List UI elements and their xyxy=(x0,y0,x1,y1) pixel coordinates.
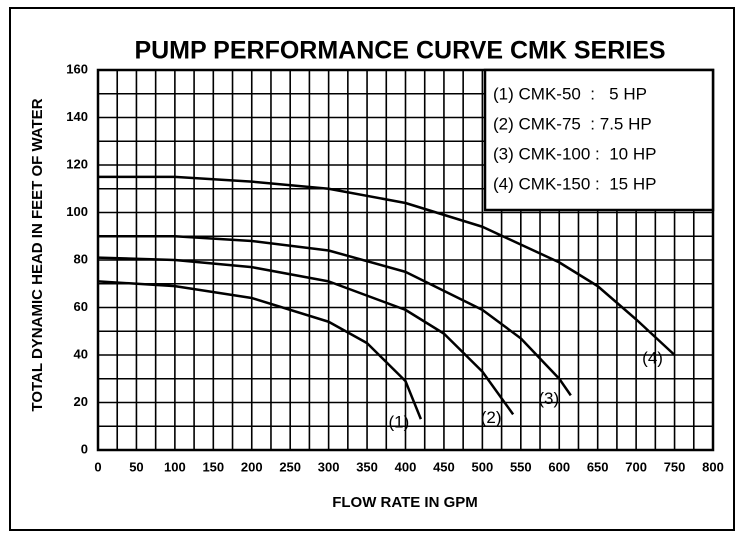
x-tick-label: 550 xyxy=(510,459,532,474)
y-axis-label: TOTAL DYNAMIC HEAD IN FEET OF WATER xyxy=(29,98,46,411)
curve xyxy=(97,280,423,420)
x-tick-label: 600 xyxy=(548,459,570,474)
y-tick-label: 0 xyxy=(81,441,88,456)
x-tick-label: 250 xyxy=(279,459,301,474)
curve-label: (2) xyxy=(481,408,502,427)
x-tick-label: 100 xyxy=(164,459,186,474)
x-tick-label: 300 xyxy=(318,459,340,474)
y-tick-label: 20 xyxy=(74,394,88,409)
curve-label: (4) xyxy=(642,348,663,367)
plot-border xyxy=(96,68,715,452)
x-tick-label: 800 xyxy=(702,459,724,474)
x-tick-label: 0 xyxy=(94,459,101,474)
x-tick-label: 650 xyxy=(587,459,609,474)
x-axis-label: FLOW RATE IN GPM xyxy=(332,494,478,511)
legend-entry: (4) CMK-150 : 15 HP xyxy=(493,174,656,193)
x-tick-label: 700 xyxy=(625,459,647,474)
y-tick-label: 80 xyxy=(74,251,88,266)
chart-title: PUMP PERFORMANCE CURVE CMK SERIES xyxy=(134,37,665,65)
curve-label: (3) xyxy=(538,389,559,408)
x-tick-label: 500 xyxy=(472,459,494,474)
curve xyxy=(98,175,676,356)
y-tick-label: 40 xyxy=(74,346,88,361)
y-tick-label: 60 xyxy=(74,299,88,314)
legend-entry: (1) CMK-50 : 5 HP xyxy=(493,84,647,103)
x-tick-label: 150 xyxy=(202,459,224,474)
x-tick-label: 750 xyxy=(664,459,686,474)
legend-entry: (2) CMK-75 : 7.5 HP xyxy=(493,114,652,133)
x-tick-label: 350 xyxy=(356,459,378,474)
x-tick-label: 400 xyxy=(395,459,417,474)
y-tick-label: 160 xyxy=(66,61,88,76)
curve xyxy=(97,256,515,416)
y-tick-label: 140 xyxy=(66,109,88,124)
y-tick-label: 100 xyxy=(66,204,88,219)
x-tick-label: 50 xyxy=(129,459,143,474)
legend-box xyxy=(483,68,715,212)
y-tick-label: 120 xyxy=(66,156,88,171)
curve xyxy=(98,235,572,397)
frame xyxy=(9,7,735,531)
x-tick-label: 200 xyxy=(241,459,263,474)
legend-entry: (3) CMK-100 : 10 HP xyxy=(493,144,656,163)
x-tick-label: 450 xyxy=(433,459,455,474)
curve-label: (1) xyxy=(388,413,409,432)
